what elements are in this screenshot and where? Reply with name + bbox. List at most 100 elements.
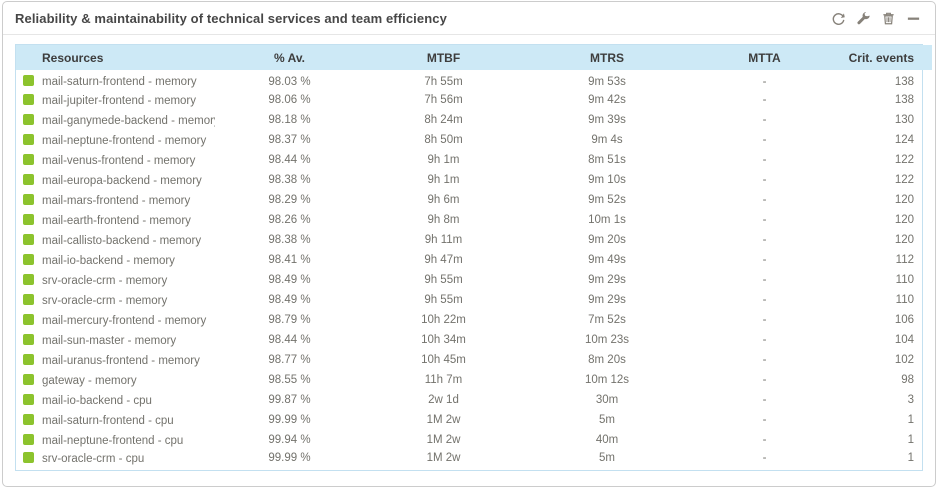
resource-name: mail-saturn-frontend - memory xyxy=(42,76,197,88)
table-row[interactable]: mail-jupiter-frontend - memory 98.06 % 7… xyxy=(16,90,932,110)
resource-name: mail-uranus-frontend - memory xyxy=(42,354,200,367)
resource-cell: mail-sun-master - memory xyxy=(16,330,215,350)
resource-cell: mail-io-backend - memory xyxy=(16,250,215,270)
mtta-cell: - xyxy=(762,174,767,186)
mtbf-cell: 10h 34m xyxy=(421,334,466,346)
resource-cell: srv-oracle-crm - cpu xyxy=(16,450,215,470)
resource-name: mail-callisto-backend - memory xyxy=(42,234,202,247)
table-row[interactable]: mail-neptune-frontend - cpu 99.94 % 1M 2… xyxy=(16,430,932,450)
mtrs-cell: 7m 52s xyxy=(588,314,626,326)
mtta-cell: - xyxy=(762,94,767,106)
availability-cell: 98.44 % xyxy=(268,334,311,346)
crit-events-cell: 120 xyxy=(894,214,914,226)
resource-name: mail-io-backend - cpu xyxy=(42,394,152,407)
table-row[interactable]: mail-mercury-frontend - memory 98.79 % 1… xyxy=(16,310,932,330)
resource-name: mail-mercury-frontend - memory xyxy=(42,314,207,327)
resource-name: srv-oracle-crm - memory xyxy=(42,294,168,307)
mtta-cell: - xyxy=(762,114,767,126)
table-row[interactable]: mail-ganymede-backend - memory 98.18 % 8… xyxy=(16,110,932,130)
resource-cell: mail-saturn-frontend - cpu xyxy=(16,410,215,430)
crit-events-cell: 106 xyxy=(894,314,914,326)
mtrs-cell: 9m 53s xyxy=(588,75,626,88)
mtrs-cell: 8m 51s xyxy=(588,154,626,166)
mtrs-cell: 40m xyxy=(595,434,619,446)
mtta-cell: - xyxy=(762,214,767,226)
mtrs-cell: 5m xyxy=(599,414,615,426)
mtbf-cell: 1M 2w xyxy=(426,452,461,464)
availability-cell: 98.37 % xyxy=(268,134,311,146)
table-row[interactable]: mail-neptune-frontend - memory 98.37 % 8… xyxy=(16,130,932,150)
crit-events-cell: 120 xyxy=(894,194,914,206)
availability-cell: 98.44 % xyxy=(268,154,311,166)
table-row[interactable]: mail-venus-frontend - memory 98.44 % 9h … xyxy=(16,150,932,170)
crit-events-cell: 138 xyxy=(894,94,914,106)
mtrs-cell: 9m 4s xyxy=(591,134,623,146)
widget-title: Reliability & maintainability of technic… xyxy=(15,10,447,26)
crit-events-cell: 110 xyxy=(895,274,914,286)
table-row[interactable]: mail-saturn-frontend - cpu 99.99 % 1M 2w… xyxy=(16,410,932,430)
refresh-icon[interactable] xyxy=(830,10,846,26)
mtbf-cell: 10h 22m xyxy=(421,314,466,326)
resource-cell: mail-io-backend - cpu xyxy=(16,390,215,410)
mtrs-cell: 9m 20s xyxy=(588,234,626,246)
table-row[interactable]: mail-callisto-backend - memory 98.38 % 9… xyxy=(16,230,932,250)
mtbf-cell: 1M 2w xyxy=(426,434,461,446)
column-header-mtbf: MTBF xyxy=(364,45,523,70)
resource-name: mail-europa-backend - memory xyxy=(42,174,202,187)
mtbf-cell: 7h 56m xyxy=(424,94,463,106)
mtbf-cell: 9h 55m xyxy=(424,294,463,306)
status-square-icon xyxy=(23,413,34,425)
resource-cell: mail-ganymede-backend - memory xyxy=(16,110,215,130)
table-row[interactable]: srv-oracle-crm - cpu 99.99 % 1M 2w 5m - … xyxy=(16,450,932,470)
status-square-icon xyxy=(23,153,34,165)
resource-cell: srv-oracle-crm - memory xyxy=(16,290,215,310)
mtta-cell: - xyxy=(762,374,767,386)
mtbf-cell: 9h 8m xyxy=(427,214,460,226)
availability-cell: 99.99 % xyxy=(268,452,311,464)
status-square-icon xyxy=(23,333,34,345)
crit-events-cell: 120 xyxy=(894,234,914,246)
column-header-crit-events: Crit. events xyxy=(838,45,932,70)
wrench-icon[interactable] xyxy=(855,10,871,26)
table-row[interactable]: srv-oracle-crm - memory 98.49 % 9h 55m 9… xyxy=(16,290,932,310)
table-row[interactable]: mail-europa-backend - memory 98.38 % 9h … xyxy=(16,170,932,190)
crit-events-cell: 110 xyxy=(895,294,914,306)
mtrs-cell: 8m 20s xyxy=(588,354,626,366)
mtbf-cell: 9h 1m xyxy=(427,154,460,166)
table-row[interactable]: mail-io-backend - memory 98.41 % 9h 47m … xyxy=(16,250,932,270)
column-header-availability: % Av. xyxy=(215,45,364,70)
availability-cell: 98.18 % xyxy=(268,114,311,126)
resource-cell: mail-uranus-frontend - memory xyxy=(16,350,215,370)
table-row[interactable]: mail-sun-master - memory 98.44 % 10h 34m… xyxy=(16,330,932,350)
mtbf-cell: 11h 7m xyxy=(424,374,463,386)
table-row[interactable]: mail-uranus-frontend - memory 98.77 % 10… xyxy=(16,350,932,370)
mtta-cell: - xyxy=(762,452,767,464)
table-row[interactable]: gateway - memory 98.55 % 11h 7m 10m 12s … xyxy=(16,370,932,390)
resource-name: srv-oracle-crm - cpu xyxy=(42,452,145,465)
collapse-icon[interactable] xyxy=(905,10,921,26)
resource-cell: mail-neptune-frontend - cpu xyxy=(16,430,215,450)
mtta-cell: - xyxy=(762,414,767,426)
table-row[interactable]: mail-earth-frontend - memory 98.26 % 9h … xyxy=(16,210,932,230)
table-row[interactable]: mail-io-backend - cpu 99.87 % 2w 1d 30m … xyxy=(16,390,932,410)
mtrs-cell: 9m 52s xyxy=(588,194,626,206)
trash-icon[interactable] xyxy=(880,10,896,26)
availability-cell: 98.06 % xyxy=(268,94,311,106)
availability-cell: 98.49 % xyxy=(268,294,311,306)
status-square-icon xyxy=(23,393,34,405)
crit-events-cell: 122 xyxy=(894,154,914,166)
availability-cell: 98.03 % xyxy=(268,75,311,88)
resource-cell: mail-europa-backend - memory xyxy=(16,170,215,190)
resource-name: gateway - memory xyxy=(42,374,137,387)
availability-cell: 98.55 % xyxy=(268,374,311,386)
table-row[interactable]: mail-mars-frontend - memory 98.29 % 9h 6… xyxy=(16,190,932,210)
resource-name: mail-neptune-frontend - cpu xyxy=(42,434,184,447)
mtbf-cell: 9h 11m xyxy=(424,234,463,246)
widget-panel: Reliability & maintainability of technic… xyxy=(2,1,936,487)
resource-cell: mail-saturn-frontend - memory xyxy=(16,70,215,90)
crit-events-cell: 1 xyxy=(907,434,914,446)
mtbf-cell: 10h 45m xyxy=(421,354,466,366)
resource-cell: mail-venus-frontend - memory xyxy=(16,150,215,170)
table-row[interactable]: mail-saturn-frontend - memory 98.03 % 7h… xyxy=(16,70,932,90)
table-row[interactable]: srv-oracle-crm - memory 98.49 % 9h 55m 9… xyxy=(16,270,932,290)
